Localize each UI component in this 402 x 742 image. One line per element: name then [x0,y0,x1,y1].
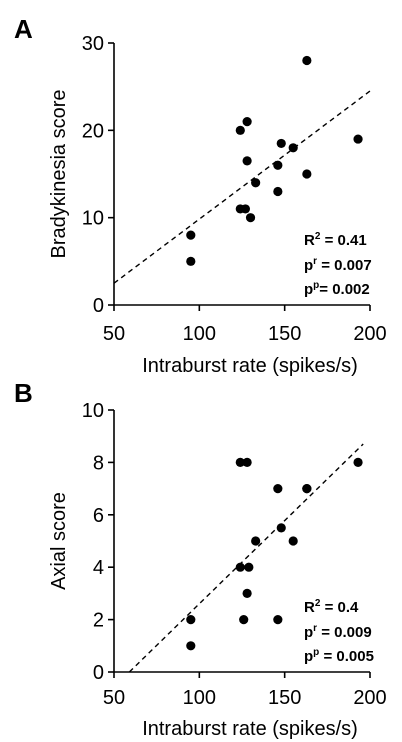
data-point [273,484,283,494]
x-axis-title: Intraburst rate (spikes/s) [142,718,358,740]
stat-base: p [304,624,313,641]
panel-label: B [14,378,33,408]
y-tick-label: 0 [93,295,104,317]
stat-superscript: p [313,280,319,291]
stat-superscript: 2 [315,231,321,242]
data-point [251,536,261,546]
x-tick-label: 150 [268,687,301,709]
data-point [240,204,251,214]
stat-value: = 0.009 [317,624,372,641]
data-point [276,138,286,149]
data-point [353,134,363,144]
data-point [273,160,283,170]
panel-label: A [14,14,33,44]
data-point [186,641,196,651]
data-point [273,186,283,197]
data-point [235,457,245,467]
data-point [273,615,283,625]
y-axis-title: Bradykinesia score [48,90,70,259]
stat-superscript: r [313,623,317,634]
y-tick-label: 10 [82,208,104,230]
data-point [242,457,252,467]
y-tick-label: 20 [82,120,104,142]
data-point [186,230,196,240]
data-point [245,213,256,223]
y-tick-label: 2 [93,610,104,632]
stat-base: p [304,257,313,274]
x-axis-title: Intraburst rate (spikes/s) [142,355,358,377]
stat-base: R [304,232,315,249]
data-point [244,562,254,572]
stat-annotation: pp = 0.005 [304,647,374,665]
data-point [186,615,196,625]
stat-value: = 0.007 [317,257,372,274]
data-point [235,125,245,135]
x-tick-label: 50 [103,323,125,345]
stat-value: = 0.005 [319,648,374,665]
data-point [302,484,312,494]
y-tick-label: 8 [93,452,104,474]
y-tick-label: 6 [93,505,104,527]
stat-annotation: R2 = 0.4 [304,598,359,616]
data-point [235,562,245,572]
stat-superscript: p [313,647,319,658]
stat-base: p [304,281,313,298]
stat-value: = 0.4 [320,599,359,616]
data-point [242,117,252,127]
stat-value: = 0.002 [319,281,369,298]
y-axis-title: Axial score [48,492,70,590]
x-tick-label: 150 [268,323,301,345]
data-point [276,523,286,533]
y-tick-label: 4 [93,557,104,579]
data-point [186,256,196,266]
data-point [353,457,363,467]
stat-base: p [304,648,313,665]
stat-superscript: r [313,256,317,267]
stat-annotation: pp= 0.002 [304,280,370,298]
x-tick-label: 100 [183,687,216,709]
stat-annotation: pr = 0.007 [304,256,372,274]
data-point [251,178,261,188]
chart-panel-a: A 0 10 20 30 50 100 150 200 Intraburst rate (spik… [14,14,387,377]
data-point [288,143,298,153]
y-tick-label: 0 [93,662,104,684]
data-point [302,55,312,66]
stat-annotation: R2 = 0.41 [304,231,367,249]
chart-panel-b: B 0 2 4 6 8 10 50 100 150 200 Intraburst rate (spik… [14,378,387,740]
stat-superscript: 2 [315,598,321,609]
x-tick-label: 200 [353,323,386,345]
y-tick-label: 30 [82,33,104,55]
x-tick-label: 50 [103,687,125,709]
stat-value: = 0.41 [320,232,366,249]
data-point [239,615,249,625]
x-tick-label: 200 [353,687,386,709]
regression-line [113,90,371,284]
data-point [242,588,252,599]
regression-line [128,443,364,673]
data-point [288,536,298,546]
y-tick-label: 10 [82,400,104,422]
stat-base: R [304,599,315,616]
data-point [242,156,252,166]
data-point [302,169,312,179]
x-tick-label: 100 [183,323,216,345]
stat-annotation: pr = 0.009 [304,623,372,641]
